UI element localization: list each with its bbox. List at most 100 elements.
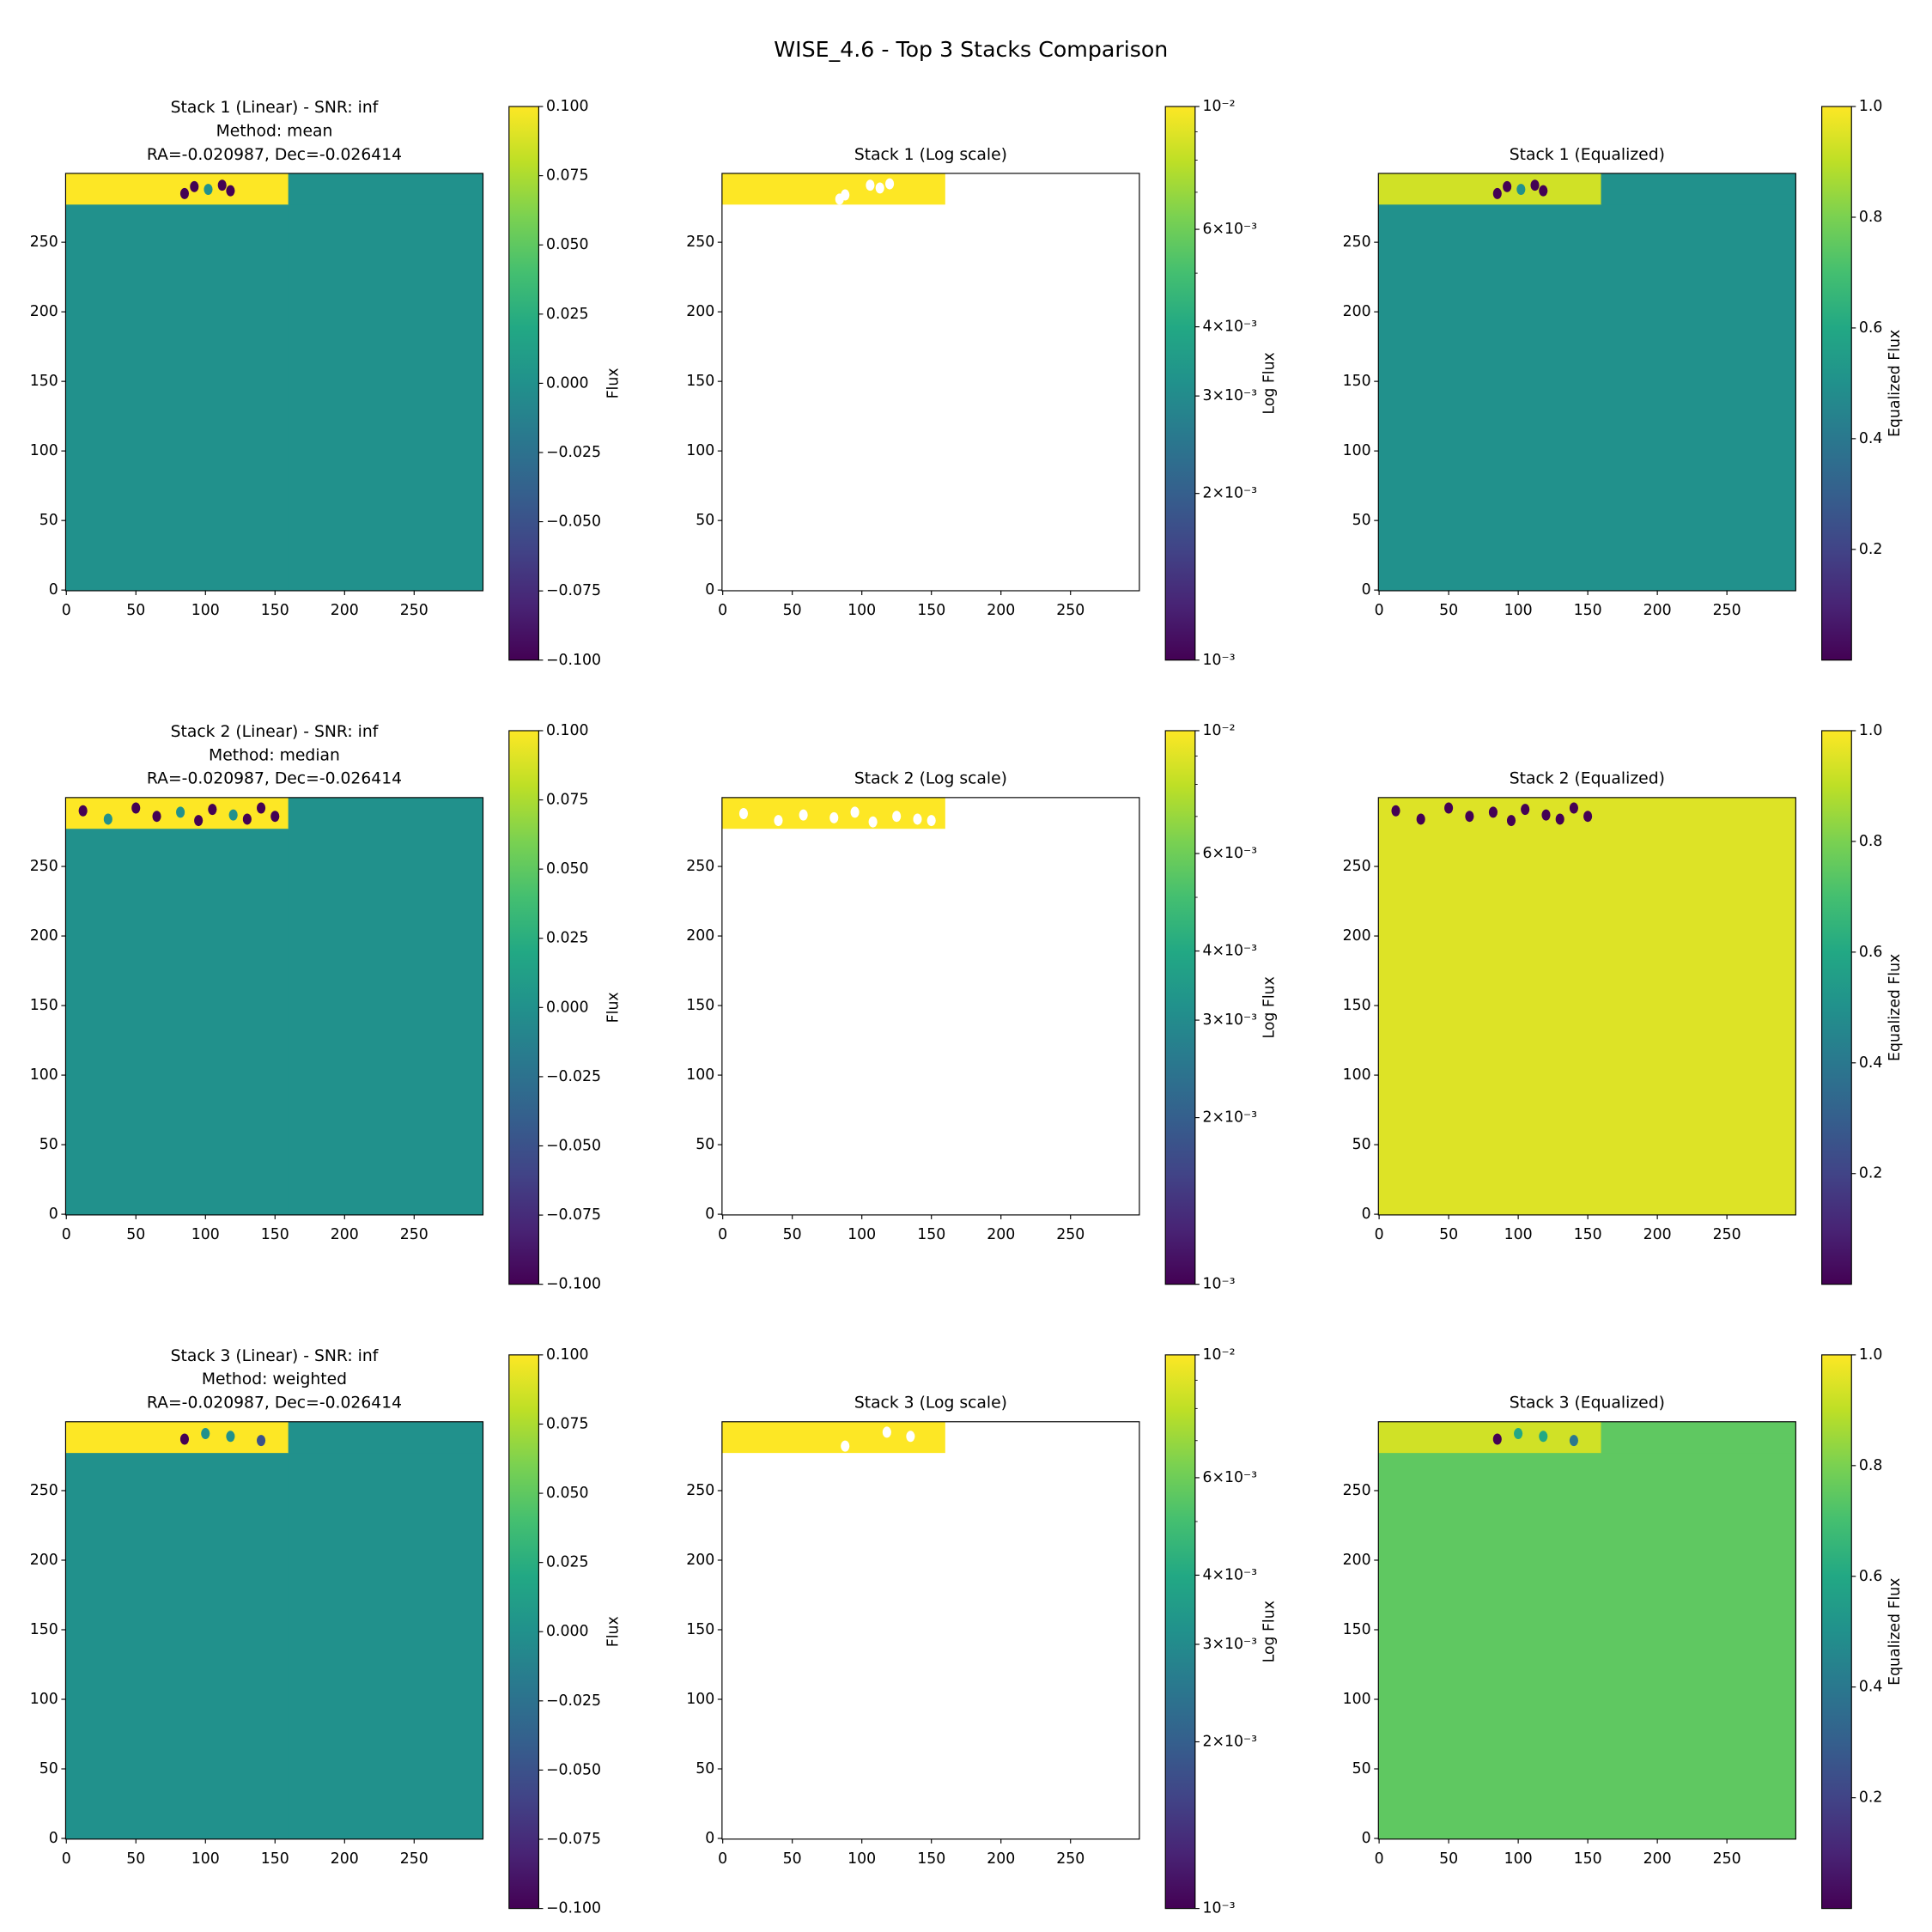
colorbar xyxy=(1821,106,1852,661)
x-tick-label: 50 xyxy=(783,602,802,619)
pixel-spot xyxy=(217,179,227,191)
pixel-spot xyxy=(179,1433,190,1445)
colorbar-tick-label: −0.075 xyxy=(546,582,601,599)
pixel-region xyxy=(65,828,289,1215)
y-tick-label: 250 xyxy=(686,1482,714,1499)
pixel-spot xyxy=(1488,806,1498,818)
x-tick-label: 50 xyxy=(783,1850,802,1868)
x-tick-label: 0 xyxy=(62,1226,71,1243)
pixel-region xyxy=(1601,828,1796,1215)
colorbar-label: Equalized Flux xyxy=(1886,954,1904,1061)
x-tick-label: 100 xyxy=(1504,1226,1533,1243)
pixel-spot xyxy=(201,1428,210,1440)
colorbar-tick-label: 0.100 xyxy=(546,98,589,115)
y-tick-label: 100 xyxy=(1343,1691,1371,1708)
colorbar-tick-label: −0.100 xyxy=(546,652,601,669)
x-tick-label: 150 xyxy=(261,1850,289,1868)
x-tick-label: 200 xyxy=(331,1226,359,1243)
pixel-spot xyxy=(257,802,266,814)
pixel-spot xyxy=(1465,811,1474,823)
pixel-spot xyxy=(850,806,860,818)
pixel-spot xyxy=(841,1440,850,1452)
colorbar xyxy=(508,730,539,1285)
figure-title: WISE_4.6 - Top 3 Stacks Comparison xyxy=(774,37,1168,62)
x-tick-label: 150 xyxy=(917,602,945,619)
x-tick-label: 250 xyxy=(1056,1226,1084,1243)
pixel-spot xyxy=(1539,1431,1548,1443)
panel-title: Stack 2 (Equalized) xyxy=(1510,770,1665,788)
y-tick-label: 200 xyxy=(1343,303,1371,320)
colorbar-tick-label: 0.8 xyxy=(1859,1457,1883,1474)
x-tick-label: 150 xyxy=(261,602,289,619)
x-tick-label: 50 xyxy=(1439,1226,1458,1243)
pixel-spot xyxy=(176,806,185,818)
x-tick-label: 250 xyxy=(400,1850,428,1868)
pixel-region xyxy=(1601,173,1796,205)
x-tick-label: 250 xyxy=(1713,1226,1741,1243)
pixel-region xyxy=(1601,204,1796,591)
y-tick-label: 50 xyxy=(39,1760,58,1777)
colorbar-tick-label: −0.025 xyxy=(546,1692,601,1710)
colorbar-tick-label: 10⁻² xyxy=(1202,1346,1235,1364)
x-tick-label: 0 xyxy=(718,1226,727,1243)
panel-title: Stack 3 (Log scale) xyxy=(854,1394,1007,1413)
y-tick-label: 150 xyxy=(30,997,58,1014)
axes-frame xyxy=(721,173,1140,592)
colorbar-tick-label: 2×10⁻³ xyxy=(1202,1109,1257,1127)
y-tick-label: 50 xyxy=(1352,1136,1371,1153)
pixel-spot xyxy=(1530,179,1540,191)
colorbar-label: Equalized Flux xyxy=(1886,1578,1904,1686)
pixel-spot xyxy=(927,815,936,827)
x-tick-label: 0 xyxy=(718,602,727,619)
x-tick-label: 50 xyxy=(783,1226,802,1243)
image xyxy=(721,173,1139,591)
x-tick-label: 150 xyxy=(261,1226,289,1243)
image xyxy=(721,1421,1139,1839)
axes-frame xyxy=(1377,1421,1796,1840)
image xyxy=(65,1421,483,1839)
x-tick-label: 250 xyxy=(400,1226,428,1243)
pixel-spot xyxy=(179,187,190,199)
pixel-spot xyxy=(131,802,141,814)
colorbar-tick-label: 0.6 xyxy=(1859,944,1883,961)
pixel-spot xyxy=(885,178,895,190)
y-tick-label: 50 xyxy=(1352,1760,1371,1777)
pixel-spot xyxy=(906,1431,915,1443)
image xyxy=(1378,1421,1796,1839)
pixel-region xyxy=(1601,1421,1796,1454)
pixel-region xyxy=(1601,1452,1796,1839)
pixel-spot xyxy=(774,815,783,827)
panel-title: Stack 1 (Equalized) xyxy=(1510,146,1665,164)
y-tick-label: 100 xyxy=(686,1066,714,1084)
pixel-region xyxy=(721,173,945,205)
colorbar-tick-label: 1.0 xyxy=(1859,722,1883,739)
pixel-spot xyxy=(152,811,161,823)
colorbar-tick-label: 0.000 xyxy=(546,374,589,392)
x-tick-label: 50 xyxy=(1439,602,1458,619)
pixel-region xyxy=(65,1452,289,1839)
colorbar-tick-label: 10⁻² xyxy=(1202,722,1235,739)
x-tick-label: 200 xyxy=(1643,1850,1672,1868)
pixel-spot xyxy=(868,816,878,828)
colorbar-tick-label: 0.6 xyxy=(1859,1568,1883,1585)
x-tick-label: 150 xyxy=(917,1226,945,1243)
colorbar xyxy=(508,106,539,661)
y-tick-label: 150 xyxy=(1343,373,1371,390)
pixel-spot xyxy=(1506,815,1516,827)
axes-background xyxy=(721,1421,1139,1839)
colorbar-tick-label: 1.0 xyxy=(1859,1346,1883,1364)
panel-title: Stack 2 (Linear) - SNR: inf xyxy=(171,723,379,741)
colorbar-tick-label: 0.8 xyxy=(1859,209,1883,226)
colorbar xyxy=(1164,730,1196,1285)
colorbar-tick-label: 10⁻³ xyxy=(1202,652,1235,669)
y-tick-label: 200 xyxy=(30,1552,58,1569)
pixel-region xyxy=(1378,1452,1602,1839)
x-tick-label: 250 xyxy=(400,602,428,619)
x-tick-label: 250 xyxy=(1056,602,1084,619)
pixel-spot xyxy=(270,811,280,823)
colorbar-tick-label: 0.025 xyxy=(546,930,589,947)
panel-title: Stack 3 (Linear) - SNR: inf xyxy=(171,1347,379,1365)
colorbar-label: Flux xyxy=(605,1616,622,1647)
colorbar-tick-label: −0.025 xyxy=(546,444,601,461)
y-tick-label: 250 xyxy=(30,234,58,251)
